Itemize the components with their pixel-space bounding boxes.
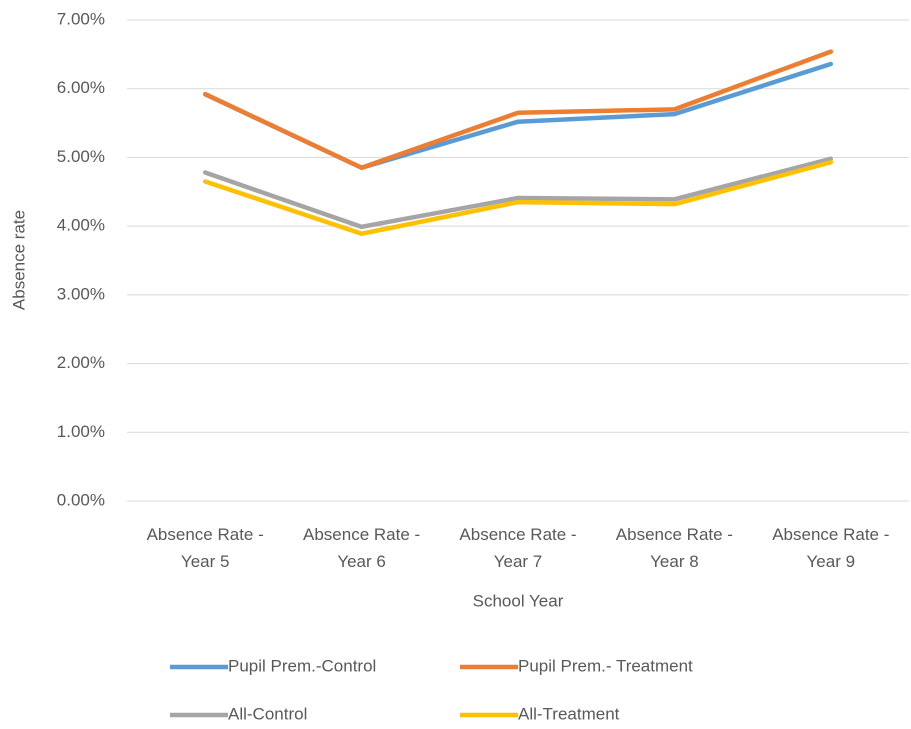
y-tick-label: 5.00% [57, 147, 105, 166]
x-axis-label: School Year [473, 591, 564, 610]
legend-label: Pupil Prem.- Treatment [518, 656, 693, 675]
legend-label: Pupil Prem.-Control [228, 656, 376, 675]
y-tick-label: 7.00% [57, 9, 105, 28]
line [202, 61, 834, 170]
y-tick-label: 2.00% [57, 353, 105, 372]
line [202, 49, 834, 170]
x-tick-label: Absence Rate - Year 6 [303, 525, 421, 571]
x-tick-label: Absence Rate - Year 8 [615, 525, 733, 571]
x-tick-label: Absence Rate - Year 5 [146, 525, 264, 571]
legend-label: All-Control [228, 704, 307, 723]
line [202, 156, 834, 230]
y-tick-label: 6.00% [57, 78, 105, 97]
line [202, 159, 834, 236]
y-tick-label: 3.00% [57, 284, 105, 303]
y-tick-label: 0.00% [57, 490, 105, 509]
y-axis-label: Absence rate [9, 210, 28, 310]
x-tick-label: Absence Rate - Year 9 [772, 525, 890, 571]
legend-label: All-Treatment [518, 704, 620, 723]
y-tick-label: 4.00% [57, 216, 105, 235]
y-tick-label: 1.00% [57, 422, 105, 441]
x-tick-label: Absence Rate - Year 7 [459, 525, 577, 571]
